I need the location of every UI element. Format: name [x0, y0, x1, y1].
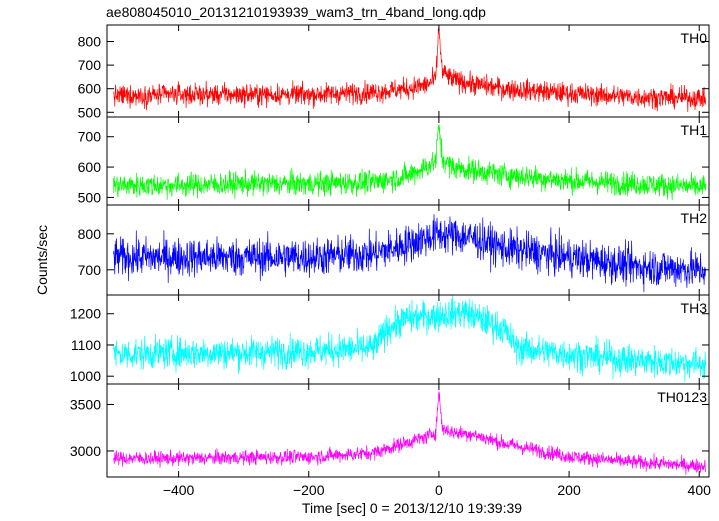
- panel-label: TH0123: [657, 389, 707, 405]
- y-tick-label: 700: [78, 262, 102, 278]
- y-tick-label: 600: [78, 159, 102, 175]
- panel-label: TH2: [681, 210, 708, 226]
- series-line-th0123: [113, 391, 707, 475]
- y-tick-label: 800: [78, 226, 102, 242]
- panel-label: TH3: [681, 300, 708, 316]
- y-tick-label: 800: [78, 34, 102, 50]
- x-tick-label: −400: [163, 482, 195, 498]
- panel-frame: [106, 294, 710, 385]
- panel-label: TH0: [681, 30, 708, 46]
- y-tick-label: 1000: [70, 368, 101, 384]
- y-tick-label: 700: [78, 129, 102, 145]
- x-tick-label: −200: [293, 482, 325, 498]
- y-axis-label: Counts/sec: [34, 225, 50, 295]
- x-tick-labels: −400 −200 0 200 400: [163, 482, 711, 498]
- y-tick-label: 700: [78, 57, 102, 73]
- panel-th1: 500 600 700 TH1: [78, 116, 710, 206]
- y-tick-label: 600: [78, 81, 102, 97]
- panel-th3: 1000 1100 1200 TH3: [70, 294, 710, 385]
- chart-title: ae808045010_20131210193939_wam3_trn_4ban…: [106, 4, 486, 20]
- y-tick-label: 1200: [70, 306, 101, 322]
- series-line-th0: [113, 27, 707, 113]
- x-tick-label: 400: [688, 482, 712, 498]
- panel-th2: 700 800 TH2: [78, 204, 710, 296]
- y-tick-label: 1100: [71, 337, 101, 353]
- panel-label: TH1: [681, 122, 708, 138]
- panel-th0: 500 600 700 800 TH0: [78, 24, 710, 120]
- series-line-th3: [113, 295, 707, 383]
- y-tick-label: 500: [78, 104, 102, 120]
- series-line-th2: [113, 214, 707, 293]
- panel-frame: [106, 383, 710, 478]
- y-tick-label: 3500: [70, 396, 101, 412]
- x-tick-label: 200: [557, 482, 581, 498]
- panels-layer: 500 600 700 800 TH0 500 600 700 TH1 700 800 TH2 1000…: [70, 24, 710, 478]
- panel-th0123: 3000 3500 TH0123: [70, 383, 710, 478]
- series-line-th1: [113, 124, 707, 201]
- x-axis-label: Time [sec] 0 = 2013/12/10 19:39:39: [302, 500, 522, 516]
- x-tick-label: 0: [435, 482, 443, 498]
- y-tick-label: 500: [78, 189, 102, 205]
- y-tick-label: 3000: [70, 443, 101, 459]
